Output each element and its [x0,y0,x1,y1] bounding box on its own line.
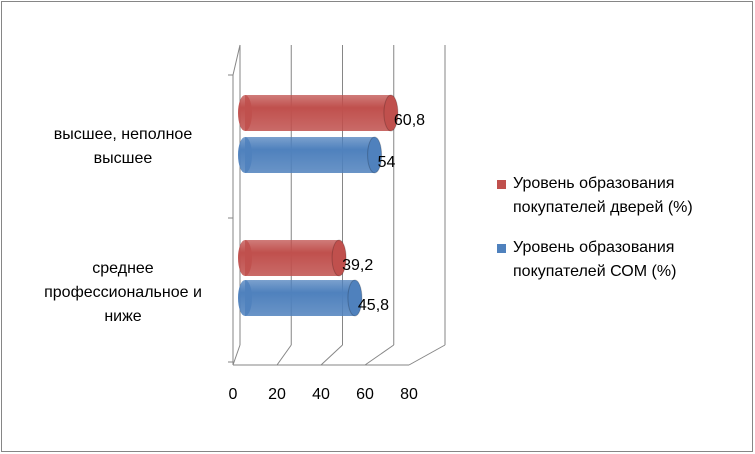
legend-label: Уровень образования покупателей СОМ (%) [513,239,677,280]
bar [245,95,391,131]
x-tick-label: 80 [400,386,418,403]
value-label: 39,2 [342,257,373,274]
bar [245,280,355,316]
bar-cap [347,279,363,317]
bar [245,240,340,276]
grid-line [320,344,343,366]
axis-line [232,44,241,76]
x-tick-label: 60 [356,386,374,403]
bar-cap [331,239,347,277]
bar-cap [367,136,383,174]
value-label: 45,8 [358,297,389,314]
legend-swatch [497,244,506,253]
legend-label: Уровень образования покупателей дверей (… [513,175,693,216]
legend-item: Уровень образования покупателей СОМ (%) [497,236,727,284]
value-label: 60,8 [394,112,425,129]
grid-line [276,344,292,366]
value-label: 54 [378,154,396,171]
x-tick-label: 20 [268,386,286,403]
grid-line [232,344,241,366]
legend-item: Уровень образования покупателей дверей (… [497,172,727,220]
category-label: среднее профессиональное и ниже [44,260,202,325]
x-tick-label: 40 [312,386,330,403]
grid-line [364,344,395,366]
category-label: высшее, неполное высшее [53,126,193,167]
bar-cap [383,94,399,132]
x-tick-label: 0 [229,386,238,403]
grid-line [408,344,446,366]
bar [245,137,375,173]
legend-swatch [497,180,506,189]
